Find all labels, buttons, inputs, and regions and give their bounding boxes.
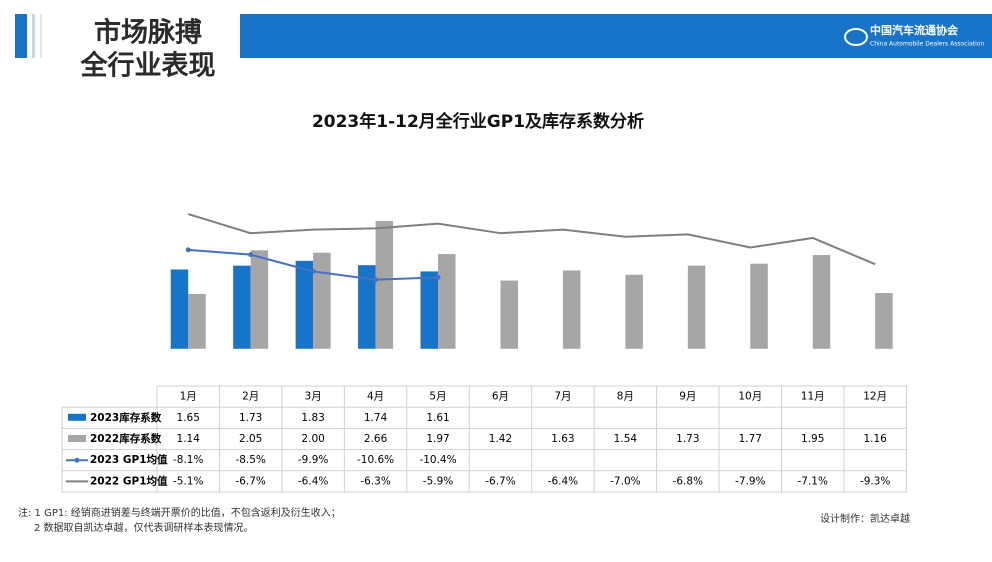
column-header: 11月 bbox=[801, 391, 825, 403]
table-value: -10.4% bbox=[419, 454, 456, 466]
table-value: -6.7% bbox=[235, 475, 265, 487]
bar bbox=[233, 265, 251, 349]
table-value: 1.77 bbox=[739, 433, 762, 445]
legend-label: 2023库存系数 bbox=[90, 411, 162, 424]
bar bbox=[875, 293, 893, 349]
table-value: -6.3% bbox=[360, 475, 390, 487]
table-value: 1.83 bbox=[301, 412, 324, 424]
bar bbox=[562, 270, 581, 349]
line-marker bbox=[248, 252, 254, 258]
accent-bar bbox=[15, 14, 27, 58]
table-value: -10.6% bbox=[357, 454, 394, 466]
table-value: -6.4% bbox=[298, 475, 328, 487]
table-value: -6.8% bbox=[673, 475, 703, 487]
table-value: 2.66 bbox=[364, 433, 388, 445]
bar bbox=[687, 265, 706, 349]
table-value: 1.95 bbox=[801, 433, 824, 445]
bar bbox=[295, 260, 314, 349]
column-header: 5月 bbox=[429, 391, 446, 403]
logo-text: China Automobile Dealers Association bbox=[870, 41, 984, 48]
table-value: 1.74 bbox=[364, 412, 388, 424]
table-value: -7.1% bbox=[797, 475, 827, 487]
column-header: 4月 bbox=[367, 391, 384, 403]
column-header: 1月 bbox=[180, 391, 197, 403]
bar bbox=[313, 252, 331, 349]
page-title: 全行业表现 bbox=[80, 50, 216, 82]
table-value: 1.73 bbox=[239, 412, 262, 424]
legend-label: 2023 GP1均值 bbox=[90, 453, 168, 466]
column-header: 12月 bbox=[863, 391, 887, 403]
bar bbox=[750, 263, 768, 349]
page-title: 市场脉搏 bbox=[94, 17, 202, 49]
legend-marker bbox=[74, 457, 80, 463]
table-value: 1.61 bbox=[426, 412, 449, 424]
table-value: 1.73 bbox=[676, 433, 699, 445]
column-header: 9月 bbox=[679, 391, 696, 403]
table-value: -6.7% bbox=[485, 475, 515, 487]
bar bbox=[812, 255, 831, 349]
accent-bar bbox=[32, 14, 35, 58]
table-value: 1.16 bbox=[863, 433, 887, 445]
table-value: 1.65 bbox=[177, 412, 200, 424]
credit: 设计制作：凯达卓越 bbox=[820, 512, 910, 525]
line-marker bbox=[185, 247, 191, 253]
logo-icon bbox=[844, 28, 868, 46]
table-value: 1.42 bbox=[489, 433, 512, 445]
table-value: 1.97 bbox=[426, 433, 449, 445]
bar bbox=[625, 274, 643, 349]
column-header: 6月 bbox=[492, 391, 509, 403]
legend-swatch bbox=[68, 413, 86, 421]
table-value: 1.14 bbox=[177, 433, 201, 445]
legend-label: 2022库存系数 bbox=[90, 432, 162, 445]
table-value: -8.1% bbox=[173, 454, 203, 466]
line bbox=[187, 213, 876, 266]
chart-title: 2023年1-12月全行业GP1及库存系数分析 bbox=[312, 111, 644, 132]
column-header: 7月 bbox=[554, 391, 571, 403]
table-value: -7.9% bbox=[735, 475, 765, 487]
line-marker bbox=[310, 268, 316, 274]
line-marker bbox=[373, 277, 379, 283]
table-value: -6.4% bbox=[548, 475, 578, 487]
bar bbox=[500, 280, 518, 349]
table-value: -9.3% bbox=[860, 475, 890, 487]
footnote: 注: 1 GP1: 经销商进销差与终端开票价的比值，不包含返利及衍生收入； bbox=[18, 506, 341, 519]
bar bbox=[438, 254, 456, 349]
footnote: 2 数据取自凯达卓越，仅代表调研样本表现情况。 bbox=[34, 521, 254, 534]
accent-bar bbox=[40, 14, 42, 58]
table-value: 1.54 bbox=[614, 433, 638, 445]
column-header: 8月 bbox=[617, 391, 634, 403]
logo-text: 中国汽车流通协会 bbox=[870, 23, 959, 37]
column-header: 10月 bbox=[738, 391, 762, 403]
table-value: 1.63 bbox=[551, 433, 574, 445]
table-value: -7.0% bbox=[610, 475, 640, 487]
table-value: -9.9% bbox=[298, 454, 328, 466]
column-header: 2月 bbox=[242, 391, 259, 403]
bar bbox=[170, 269, 189, 349]
bar bbox=[188, 293, 206, 349]
table-value: -8.5% bbox=[235, 454, 265, 466]
bar bbox=[420, 271, 439, 349]
legend-label: 2022 GP1均值 bbox=[90, 474, 168, 487]
table-value: -5.1% bbox=[173, 475, 203, 487]
legend-swatch bbox=[68, 435, 86, 442]
table-value: -5.9% bbox=[423, 475, 453, 487]
table-value: 2.00 bbox=[301, 433, 324, 445]
bar bbox=[250, 250, 269, 349]
bar bbox=[358, 265, 376, 349]
column-header: 3月 bbox=[305, 391, 322, 403]
table-value: 2.05 bbox=[239, 433, 262, 445]
line-marker bbox=[435, 274, 441, 280]
bar bbox=[375, 220, 394, 349]
